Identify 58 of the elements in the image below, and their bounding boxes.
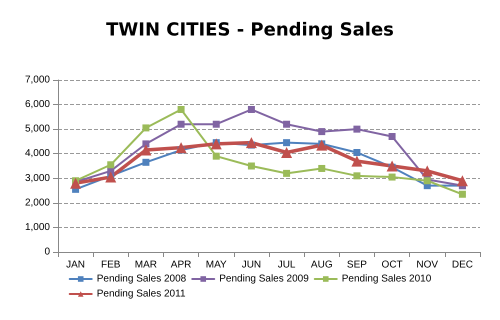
point (456, 175, 468, 186)
x-tick-label: OCT (382, 260, 403, 270)
y-tick-label: 1,000 (24, 222, 50, 233)
point (458, 190, 466, 198)
point (70, 178, 82, 189)
point (246, 137, 257, 148)
point (176, 142, 187, 154)
legend-label: Pending Sales 2010 (342, 274, 432, 284)
y-tick-label: 3,000 (24, 172, 50, 184)
point (422, 165, 433, 176)
point (212, 152, 220, 160)
point (316, 140, 328, 151)
point (142, 158, 150, 166)
point (388, 174, 396, 181)
point (351, 156, 362, 167)
point (248, 106, 255, 113)
point (386, 160, 398, 172)
point (210, 138, 222, 150)
point (281, 146, 292, 158)
point (178, 106, 185, 113)
point (142, 140, 150, 148)
y-tick-label: 4,000 (24, 148, 50, 160)
legend-label: Pending Sales 2009 (219, 274, 310, 284)
point (178, 120, 185, 128)
point (107, 161, 114, 168)
point (283, 120, 290, 128)
point (140, 144, 152, 156)
point (212, 120, 220, 128)
chart-title: TWIN CITIES - Pending Sales (106, 20, 394, 40)
x-tick-label: NOV (416, 260, 438, 270)
point (142, 124, 150, 132)
point (318, 164, 326, 172)
y-tick-label: 6,000 (24, 99, 50, 110)
point (105, 172, 116, 183)
point (283, 170, 290, 177)
x-tick-label: MAR (134, 260, 158, 270)
point (388, 133, 396, 140)
legend-label: Pending Sales 2011 (96, 288, 186, 300)
y-tick-label: 2,000 (24, 197, 50, 208)
y-tick-label: 7,000 (24, 74, 50, 86)
point (353, 148, 360, 156)
x-tick-label: JUN (242, 260, 262, 270)
x-tick-label: JUL (278, 260, 296, 270)
x-tick-label: FEB (101, 260, 121, 270)
point (318, 128, 326, 136)
x-tick-label: AUG (310, 260, 333, 270)
point (353, 126, 360, 133)
x-tick-label: SEP (346, 260, 368, 270)
x-tick-label: APR (170, 260, 192, 270)
point (353, 172, 360, 180)
x-tick-label: DEC (452, 260, 473, 270)
x-tick-label: JAN (66, 260, 86, 270)
x-tick-label: MAY (206, 260, 228, 270)
y-tick-label: 5,000 (24, 124, 50, 135)
point (248, 162, 255, 170)
y-tick-label: 0 (44, 246, 50, 258)
point (283, 139, 290, 146)
legend-label: Pending Sales 2008 (96, 274, 187, 284)
